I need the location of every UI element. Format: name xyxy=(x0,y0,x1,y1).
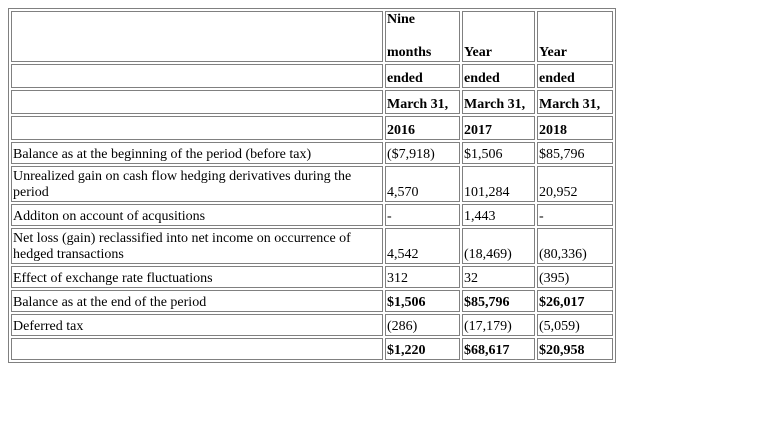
header-col1-line3: March 31, xyxy=(385,90,460,114)
row-value-2018: (395) xyxy=(537,266,613,288)
header-col2-year: 2017 xyxy=(462,116,535,140)
row-label: Balance as at the end of the period xyxy=(11,290,383,312)
row-label: Additon on account of acqusitions xyxy=(11,204,383,226)
row-label: Unrealized gain on cash flow hedging der… xyxy=(11,166,383,202)
header-col3-line3: March 31, xyxy=(537,90,613,114)
header-col3-line1: Year xyxy=(537,11,613,62)
header-empty-cell xyxy=(11,116,383,140)
row-value-2017: (17,179) xyxy=(462,314,535,336)
row-value-2018: $20,958 xyxy=(537,338,613,360)
header-col2-line2: ended xyxy=(462,64,535,88)
row-value-2017: 32 xyxy=(462,266,535,288)
row-value-2016: $1,220 xyxy=(385,338,460,360)
row-value-2017: 1,443 xyxy=(462,204,535,226)
header-col1-nine: Nine xyxy=(387,12,415,27)
header-col3-line2: ended xyxy=(537,64,613,88)
row-value-2018: 20,952 xyxy=(537,166,613,202)
row-value-2017: 101,284 xyxy=(462,166,535,202)
header-col2-line1: Year xyxy=(462,11,535,62)
header-col1-line2: ended xyxy=(385,64,460,88)
row-value-2017: (18,469) xyxy=(462,228,535,264)
row-value-2018: $26,017 xyxy=(537,290,613,312)
row-value-2018: (5,059) xyxy=(537,314,613,336)
row-value-2016: 312 xyxy=(385,266,460,288)
row-value-2016: 4,542 xyxy=(385,228,460,264)
row-label: Deferred tax xyxy=(11,314,383,336)
row-label-empty xyxy=(11,338,383,360)
row-value-2018: (80,336) xyxy=(537,228,613,264)
header-col1-year: 2016 xyxy=(385,116,460,140)
row-value-2016: - xyxy=(385,204,460,226)
header-col1-line1: Nine months xyxy=(385,11,460,62)
row-value-2016: ($7,918) xyxy=(385,142,460,164)
header-col1-months: months xyxy=(387,45,432,60)
hedging-reserve-table: Nine months Year Year ended ended ended M… xyxy=(8,8,616,363)
row-value-2017: $1,506 xyxy=(462,142,535,164)
header-empty-cell xyxy=(11,11,383,62)
row-value-2018: $85,796 xyxy=(537,142,613,164)
row-value-2017: $68,617 xyxy=(462,338,535,360)
row-value-2016: 4,570 xyxy=(385,166,460,202)
header-col3-year: 2018 xyxy=(537,116,613,140)
header-col2-line3: March 31, xyxy=(462,90,535,114)
row-value-2016: $1,506 xyxy=(385,290,460,312)
row-label: Effect of exchange rate fluctuations xyxy=(11,266,383,288)
header-empty-cell xyxy=(11,64,383,88)
row-value-2016: (286) xyxy=(385,314,460,336)
header-empty-cell xyxy=(11,90,383,114)
row-label: Balance as at the beginning of the perio… xyxy=(11,142,383,164)
row-label: Net loss (gain) reclassified into net in… xyxy=(11,228,383,264)
row-value-2018: - xyxy=(537,204,613,226)
row-value-2017: $85,796 xyxy=(462,290,535,312)
